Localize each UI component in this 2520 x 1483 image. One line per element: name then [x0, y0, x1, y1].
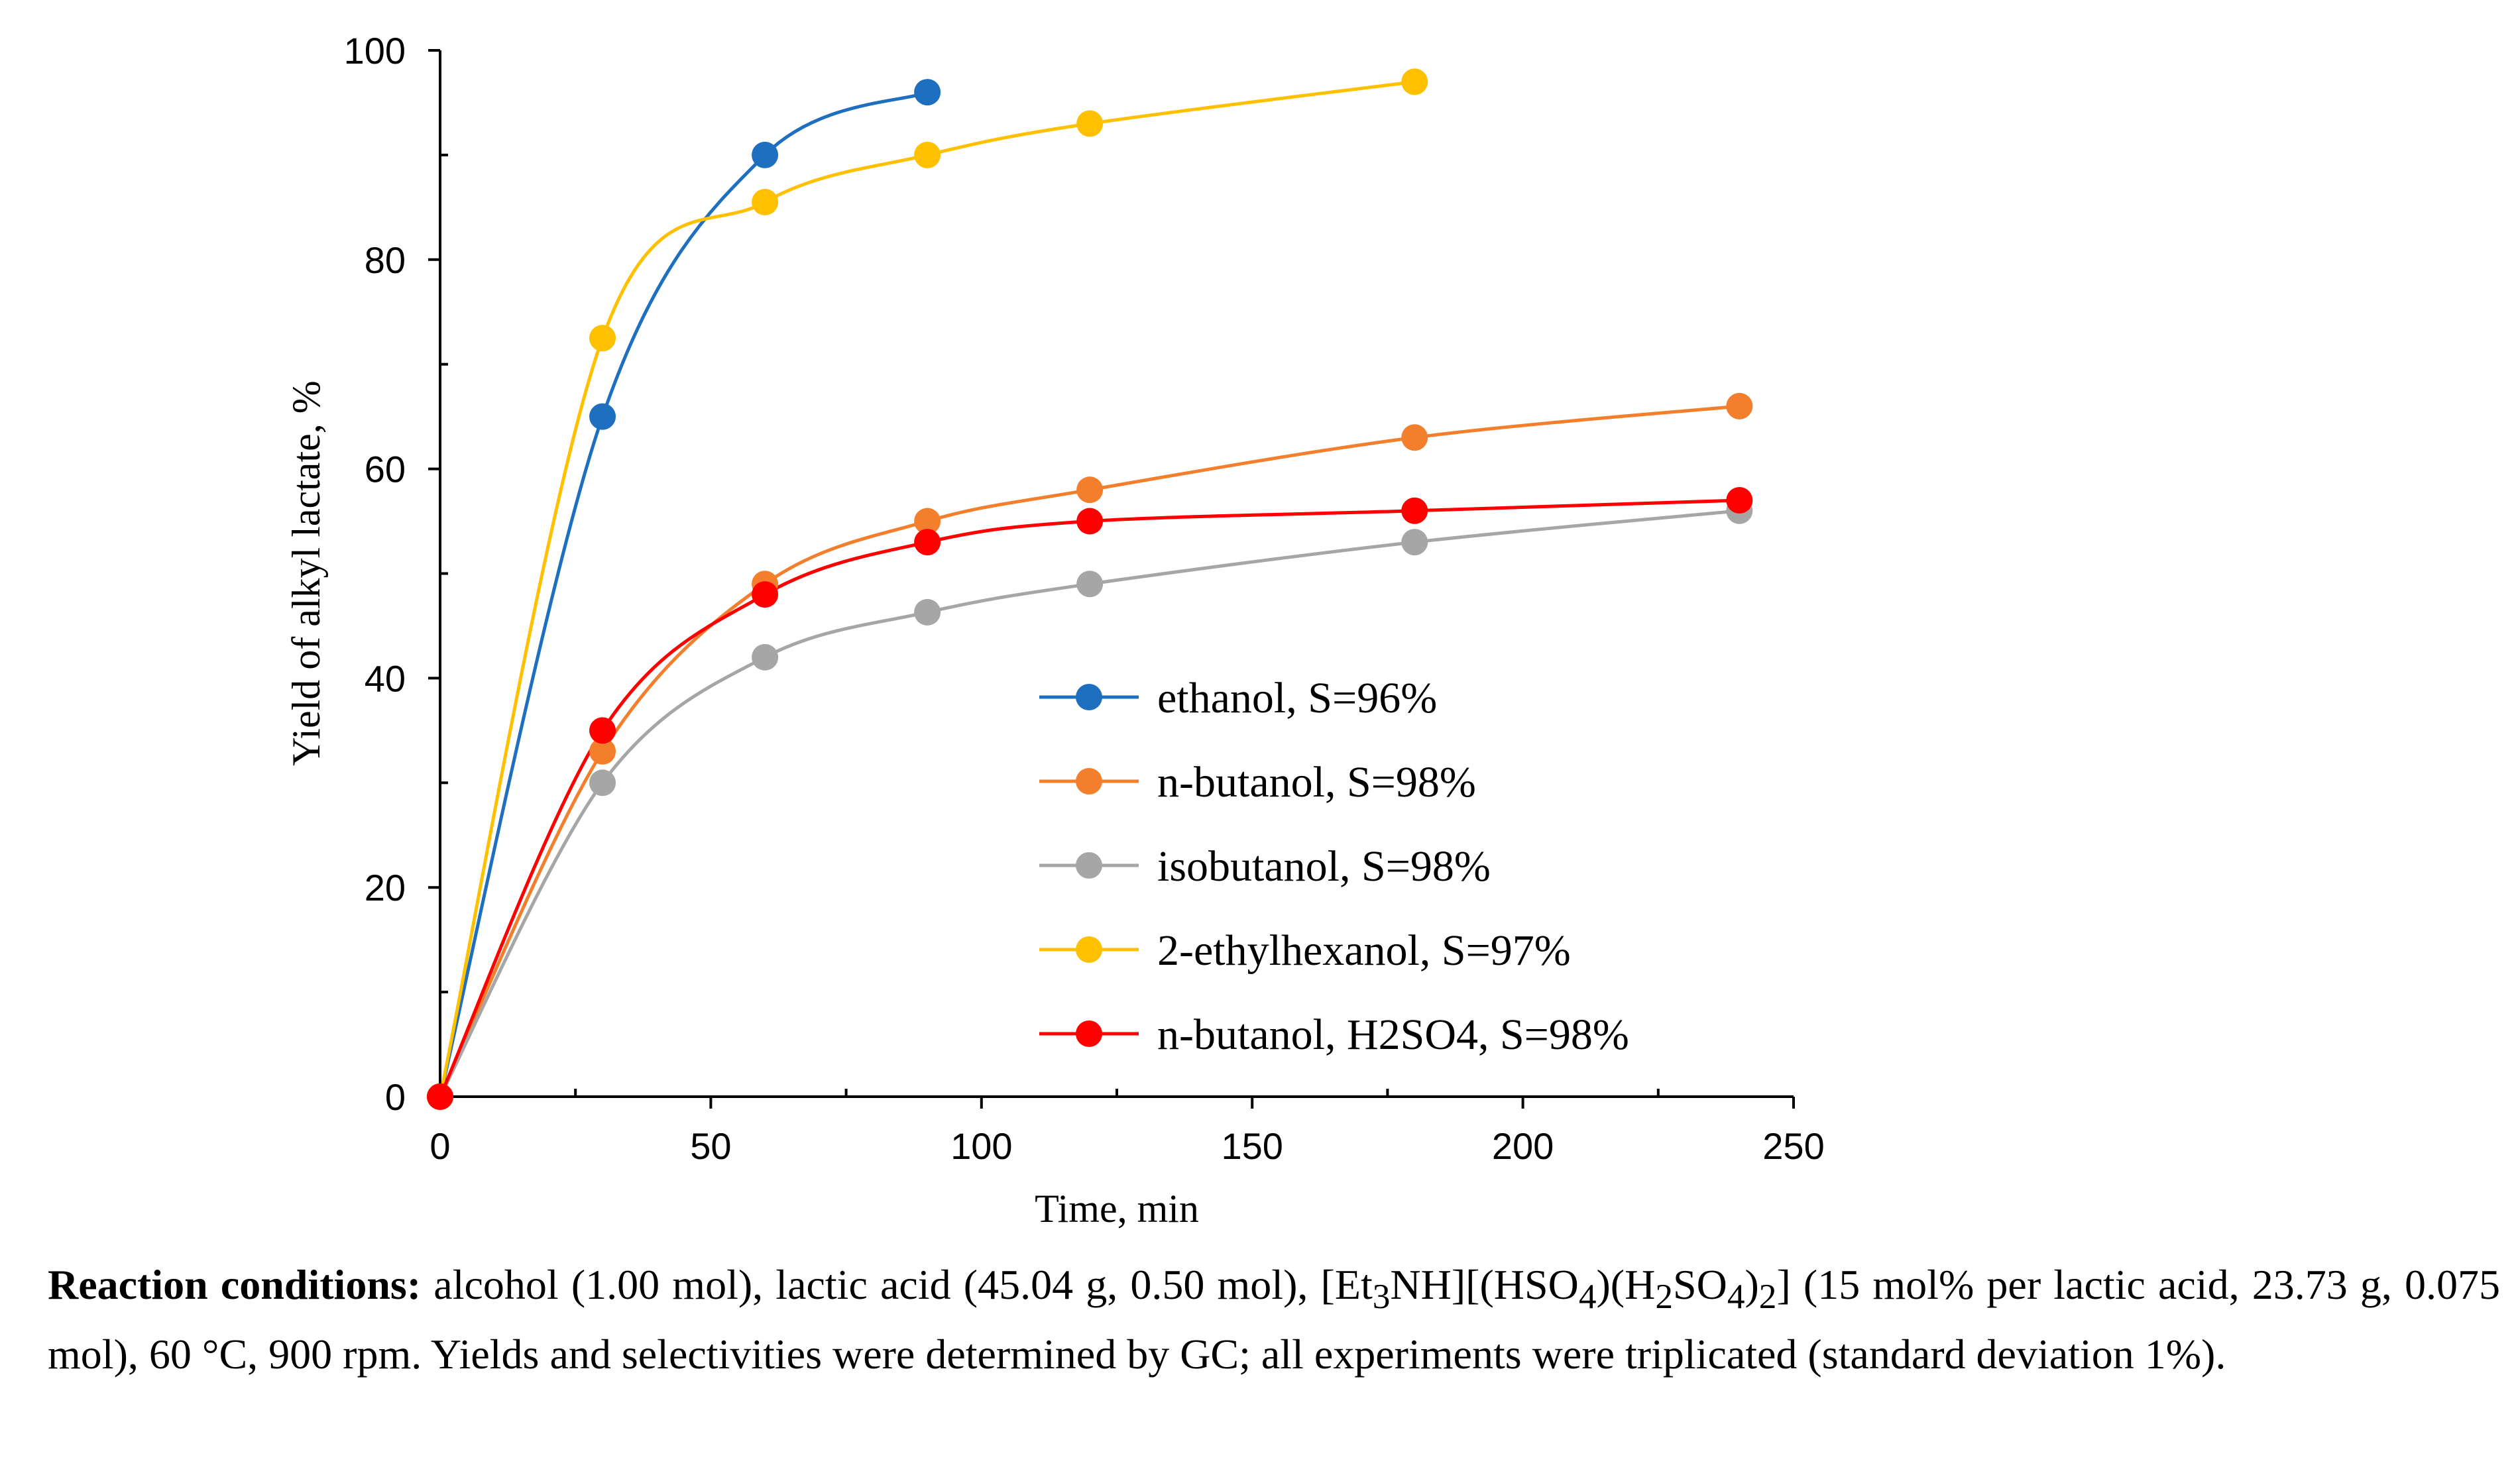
- caption-sub-3: 2: [1655, 1276, 1673, 1316]
- caption-text-d: SO: [1673, 1261, 1727, 1308]
- caption-text-f: ] (15 mol% per lactic acid, 23.73 g, 0.0…: [48, 1261, 2501, 1378]
- legend-label-2: isobutanol, S=98%: [1157, 842, 1491, 891]
- series-4-point: [752, 581, 779, 608]
- legend-marker-2: [1076, 852, 1102, 879]
- y-tick-label: 40: [365, 657, 406, 699]
- series-2-point: [1401, 529, 1428, 556]
- x-tick-label: 150: [1221, 1125, 1283, 1167]
- legend-label-3: 2-ethylhexanol, S=97%: [1157, 926, 1571, 975]
- caption-sub-5: 2: [1758, 1276, 1777, 1316]
- legend-marker-3: [1076, 936, 1102, 963]
- series-1-point: [1401, 424, 1428, 451]
- series-3-point: [1401, 68, 1428, 95]
- series-2-point: [1076, 571, 1104, 598]
- legend-label-0: ethanol, S=96%: [1157, 674, 1437, 722]
- series-3-point: [914, 141, 941, 168]
- y-tick-label: 60: [365, 449, 406, 490]
- series-0-point: [752, 141, 779, 168]
- x-axis-title: Time, min: [1035, 1187, 1199, 1231]
- yield-chart: 0 20 40 60 80 100 0 50 100 150 200 250 Time, min Yi…: [284, 30, 1825, 1231]
- x-tick-label: 100: [950, 1125, 1012, 1167]
- chart-axes: [439, 50, 1794, 1098]
- y-tick-label: 0: [385, 1076, 406, 1118]
- series-0-point: [914, 79, 941, 106]
- series-4-point: [427, 1083, 453, 1110]
- series-2-point: [752, 643, 779, 671]
- caption-text-a: alcohol (1.00 mol), lactic acid (45.04 g…: [421, 1261, 1373, 1308]
- caption-text-e: ): [1745, 1261, 1759, 1308]
- legend-marker-0: [1076, 684, 1102, 710]
- y-axis-title: Yield of alkyl lactate, %: [284, 380, 328, 765]
- x-tick-label: 0: [430, 1125, 450, 1167]
- caption-text-b: NH][(HSO: [1390, 1261, 1579, 1308]
- y-tick-label: 20: [365, 867, 406, 908]
- series-4-point: [1726, 486, 1753, 514]
- series-4-point: [914, 529, 941, 556]
- caption-text-c: )(H: [1596, 1261, 1656, 1308]
- series-1-point: [1076, 476, 1104, 504]
- series-4-point: [1076, 508, 1104, 535]
- series-0-point: [589, 403, 616, 430]
- legend-label-4: n-butanol, H2SO4, S=98%: [1157, 1011, 1629, 1059]
- axis-tick-labels: 0 20 40 60 80 100 0 50 100 150 200 250: [344, 30, 1825, 1167]
- series-0-line: [438, 90, 929, 1097]
- chart-legend: ethanol, S=96% n-butanol, S=98% isobutanol…: [1039, 674, 1629, 1059]
- series-2-point: [914, 598, 941, 626]
- series-1-point: [914, 508, 941, 535]
- caption-sub-4: 4: [1727, 1276, 1745, 1316]
- caption-sub-2: 4: [1578, 1276, 1597, 1316]
- caption-sub-1: 3: [1372, 1276, 1391, 1316]
- series-2-point: [589, 769, 616, 796]
- y-tick-label: 80: [365, 239, 406, 281]
- series-2-line: [438, 509, 1740, 1098]
- legend-marker-1: [1076, 768, 1102, 795]
- legend-label-1: n-butanol, S=98%: [1157, 758, 1476, 806]
- x-tick-label: 200: [1492, 1125, 1554, 1167]
- caption-bold-label: Reaction conditions:: [48, 1261, 422, 1308]
- series-1-point: [1726, 392, 1753, 419]
- series-points: [427, 68, 1753, 1110]
- series-3-point: [1076, 110, 1104, 137]
- series-3-point: [752, 188, 779, 215]
- y-tick-label: 100: [344, 30, 406, 72]
- legend-marker-4: [1076, 1020, 1102, 1047]
- series-1-point: [589, 738, 616, 765]
- figure-caption: Reaction conditions: alcohol (1.00 mol),…: [48, 1256, 2500, 1384]
- series-4-point: [589, 717, 616, 744]
- x-tick-label: 250: [1762, 1125, 1824, 1167]
- series-4-point: [1401, 497, 1428, 524]
- series-3-point: [589, 325, 616, 352]
- x-tick-label: 50: [690, 1125, 731, 1167]
